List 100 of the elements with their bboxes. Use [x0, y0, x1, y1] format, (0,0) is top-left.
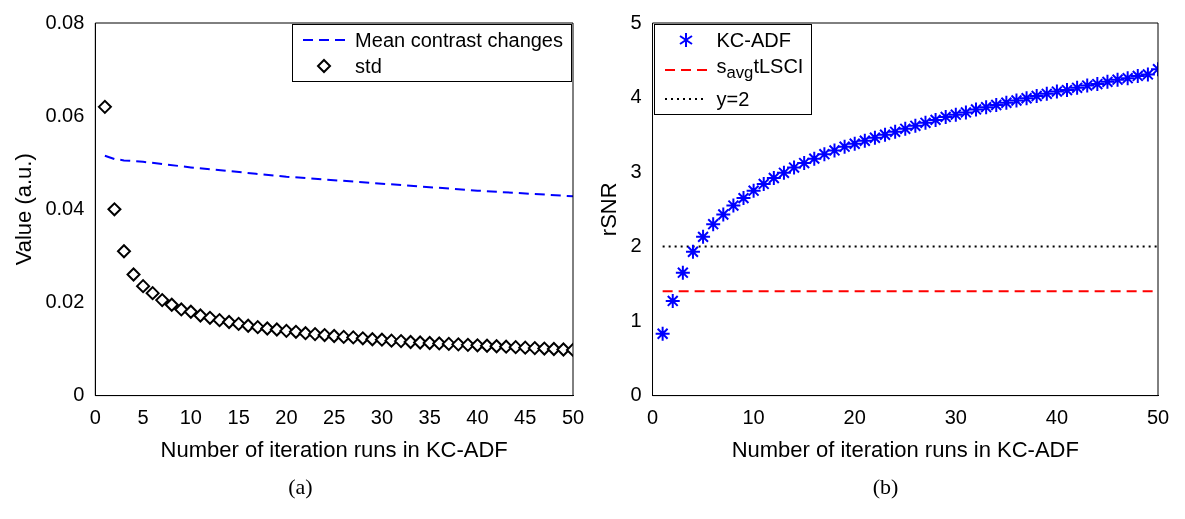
- point: [806, 150, 823, 167]
- point: [887, 123, 904, 140]
- y-tick-label: 3: [630, 159, 642, 182]
- y-tick-label: 0.04: [45, 196, 85, 219]
- x-tick-label: 40: [1045, 406, 1069, 429]
- y-tick-label: 4: [630, 85, 642, 108]
- point: [765, 170, 782, 186]
- legend-label: y=2: [716, 87, 750, 112]
- point: [836, 138, 853, 155]
- point: [451, 337, 466, 352]
- text: (b): [871, 474, 900, 500]
- y-tick-label: 1: [630, 308, 642, 331]
- point: [489, 339, 504, 354]
- point: [775, 164, 792, 181]
- x-tick-label: 25: [323, 406, 346, 429]
- point: [1139, 66, 1156, 83]
- legend-label: KC-ADF: [716, 28, 791, 53]
- point: [917, 114, 934, 131]
- x-tick-label: 10: [179, 406, 202, 429]
- point: [546, 342, 561, 357]
- point: [183, 304, 198, 319]
- point: [695, 228, 712, 245]
- point: [957, 104, 974, 121]
- point: [327, 328, 342, 343]
- point: [684, 243, 701, 260]
- point: [107, 202, 122, 217]
- x-tick-label: 45: [514, 406, 537, 429]
- point: [212, 313, 227, 328]
- point: [1089, 76, 1106, 93]
- point: [674, 264, 691, 281]
- point: [126, 267, 141, 282]
- point: [298, 326, 313, 341]
- x-tick-label: 50: [1146, 406, 1170, 429]
- y-tick-label: 0.08: [45, 10, 85, 33]
- point: [422, 335, 437, 350]
- x-tick-label: 5: [137, 406, 149, 429]
- point: [866, 129, 883, 146]
- x-tick-label: 30: [944, 406, 967, 429]
- point: [1018, 90, 1035, 107]
- point: [1059, 82, 1076, 99]
- point: [745, 182, 762, 199]
- x-tick-label: 35: [418, 406, 441, 429]
- point: [250, 320, 265, 335]
- point: [288, 324, 303, 339]
- x-tick-label: 50: [561, 406, 585, 429]
- point: [222, 315, 237, 330]
- x-axis-title: Number of iteration runs in KC-ADF: [731, 436, 1079, 462]
- point: [336, 329, 351, 344]
- point: [725, 197, 742, 214]
- point: [556, 342, 571, 357]
- point: [537, 341, 552, 356]
- point: [136, 279, 151, 294]
- point: [1079, 77, 1096, 94]
- point: [947, 106, 964, 123]
- y-tick-label: 0.02: [45, 289, 85, 312]
- point: [988, 96, 1005, 113]
- point: [755, 175, 772, 192]
- point: [927, 111, 944, 128]
- point: [998, 94, 1015, 111]
- point: [97, 99, 112, 114]
- point: [116, 244, 131, 259]
- point: [877, 126, 894, 143]
- point: [394, 334, 409, 349]
- point: [968, 101, 985, 118]
- point: [796, 155, 813, 172]
- point: [374, 332, 389, 347]
- x-tick-label: 15: [227, 406, 250, 429]
- point: [1069, 79, 1086, 96]
- point: [155, 293, 170, 308]
- point: [1119, 70, 1136, 87]
- point: [260, 321, 275, 336]
- point: [846, 135, 863, 152]
- point: [193, 308, 208, 323]
- x-tick-label: 0: [646, 406, 659, 429]
- point: [460, 337, 475, 352]
- point: [269, 322, 284, 337]
- point: [527, 341, 542, 356]
- point: [1008, 92, 1025, 109]
- point: [346, 330, 361, 345]
- point: [715, 206, 732, 223]
- point: [384, 333, 399, 348]
- y-tick-label: 5: [630, 10, 642, 33]
- point: [816, 146, 833, 163]
- point: [308, 327, 323, 342]
- point: [826, 142, 843, 159]
- point: [897, 120, 914, 137]
- text: (a): [287, 474, 314, 500]
- point: [856, 132, 873, 149]
- x-tick-label: 30: [370, 406, 394, 429]
- y-tick-label: 0: [630, 383, 642, 406]
- x-tick-label: 0: [89, 406, 101, 429]
- line-series: [103, 154, 573, 198]
- y-tick-label: 0: [73, 383, 85, 406]
- point: [174, 302, 189, 317]
- point: [202, 310, 217, 325]
- point: [654, 325, 671, 342]
- point: [937, 108, 954, 125]
- x-axis-title: Number of iteration runs in KC-ADF: [160, 436, 508, 462]
- legend-label: s$_{avg}$tLSCI: [716, 54, 804, 84]
- point: [664, 292, 681, 309]
